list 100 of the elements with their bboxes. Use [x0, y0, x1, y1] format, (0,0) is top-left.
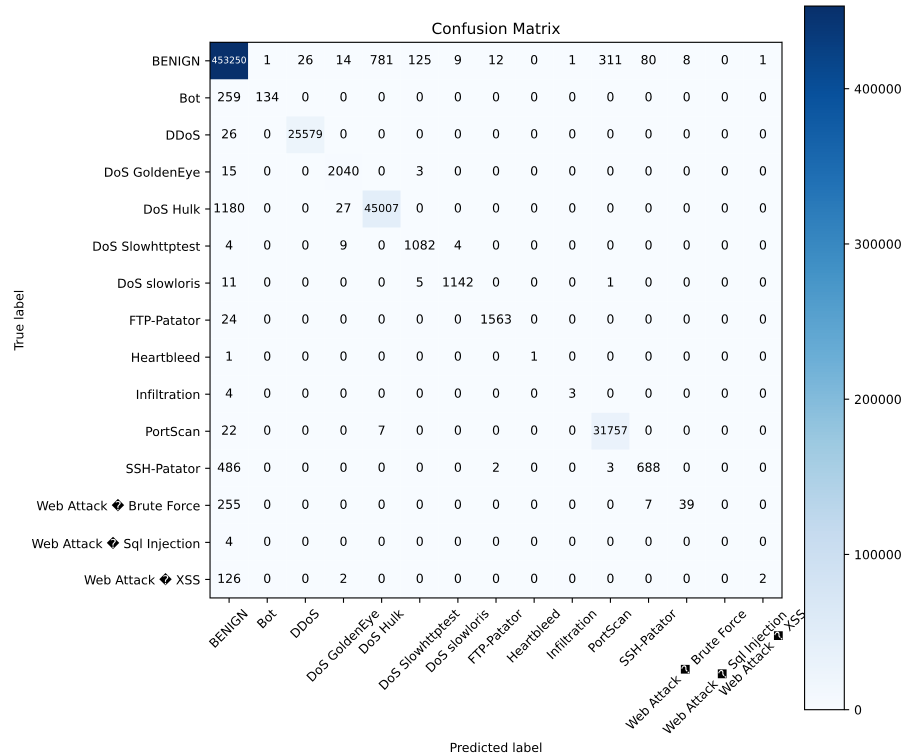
data-label: 688: [637, 462, 660, 472]
data-label: 0: [264, 277, 270, 287]
data-label: 1: [226, 352, 232, 361]
data-label: 0: [530, 203, 538, 213]
data-label: 0: [416, 574, 423, 584]
data-label: 0: [722, 574, 728, 584]
data-label: 0: [378, 92, 385, 102]
color-bar-label: 0: [854, 705, 862, 715]
y-tick-label: Infiltration: [136, 389, 200, 400]
data-label: 0: [569, 277, 576, 287]
data-label: 0: [302, 425, 309, 435]
data-label: 0: [264, 500, 270, 509]
data-label: 0: [302, 203, 309, 213]
color-bar-label: 200000: [854, 394, 901, 404]
data-label: 0: [492, 388, 500, 398]
data-label: 2: [760, 574, 766, 583]
data-label: 0: [569, 351, 576, 361]
data-label: 0: [760, 500, 766, 509]
data-label: 1: [570, 55, 576, 64]
data-label: 0: [454, 462, 462, 472]
data-label: 0: [416, 314, 423, 324]
data-label: 7: [646, 500, 652, 509]
data-label: 1: [608, 277, 614, 287]
y-tick-label: Heartbleed: [132, 352, 200, 362]
data-label: 0: [760, 425, 766, 435]
data-label: 0: [416, 203, 423, 213]
data-label: 0: [454, 536, 462, 546]
y-tick-label: DoS GoldenEye: [105, 167, 200, 180]
data-label: 0: [416, 500, 423, 509]
data-label: 1563: [481, 314, 511, 324]
data-label: 0: [722, 240, 728, 250]
data-label: 0: [454, 129, 462, 139]
data-label: 2: [492, 462, 499, 472]
data-label: 3: [569, 388, 576, 398]
data-label: 0: [760, 536, 766, 546]
data-label: 0: [302, 536, 309, 546]
data-label: 0: [492, 574, 500, 584]
y-tick-label: SSH-Patator: [126, 464, 200, 474]
data-label: 0: [340, 314, 347, 324]
data-label: 0: [722, 351, 728, 361]
x-tick-label: Bot: [256, 608, 278, 629]
data-label: 4: [226, 240, 232, 250]
data-label: 0: [569, 166, 576, 176]
data-label: 12: [489, 54, 503, 64]
data-label: 1: [264, 55, 270, 64]
data-label: 255: [218, 500, 240, 509]
data-label: 0: [607, 536, 614, 546]
data-label: 0: [416, 351, 423, 361]
data-label: 31757: [594, 426, 627, 434]
data-label: 0: [722, 277, 728, 287]
color-bar-label: 400000: [854, 84, 901, 94]
data-label: 0: [607, 92, 614, 102]
data-label: 781: [370, 54, 392, 64]
data-label: 0: [340, 462, 347, 472]
data-label: 0: [264, 351, 270, 361]
data-label: 0: [340, 129, 347, 139]
data-label: 27: [336, 203, 350, 212]
data-label: 0: [454, 388, 462, 398]
data-label: 0: [684, 129, 690, 139]
data-label: 0: [454, 351, 462, 361]
data-label: 0: [378, 351, 385, 361]
data-label: 0: [760, 240, 766, 250]
data-label: 0: [530, 425, 538, 435]
data-label: 0: [530, 388, 538, 398]
data-label: 0: [645, 203, 652, 213]
data-label: 0: [607, 388, 614, 398]
data-label: 0: [760, 92, 766, 102]
data-label: 0: [722, 462, 728, 472]
data-label: 5: [416, 277, 423, 287]
data-label: 8: [684, 54, 690, 64]
data-label: 15: [222, 166, 236, 176]
data-label: 4: [226, 536, 232, 546]
data-label: 0: [684, 166, 690, 176]
data-label: 0: [340, 536, 347, 546]
data-label: 0: [645, 314, 652, 324]
data-label: 0: [416, 425, 423, 435]
data-label: 0: [722, 425, 728, 435]
data-label: 0: [569, 240, 576, 250]
data-label: 0: [607, 129, 614, 139]
data-label: 3: [607, 462, 614, 472]
data-label: 1082: [405, 240, 434, 250]
data-label: 9: [340, 240, 347, 250]
data-label: 0: [378, 574, 385, 584]
data-label: 0: [722, 166, 728, 176]
data-label: 0: [264, 462, 270, 472]
y-tick-label: DDoS: [166, 130, 200, 140]
data-label: 0: [645, 129, 652, 139]
data-label: 0: [492, 240, 500, 250]
data-label: 4: [454, 240, 462, 250]
data-label: 0: [569, 462, 576, 472]
data-label: 1: [760, 55, 766, 64]
data-label: 0: [378, 166, 385, 176]
color-bar-label: 100000: [855, 550, 901, 560]
data-label: 0: [722, 388, 728, 398]
data-label: 0: [569, 92, 576, 102]
data-label: 4: [226, 388, 232, 398]
data-label: 11: [222, 277, 236, 287]
data-label: 0: [378, 240, 385, 250]
data-label: 134: [256, 92, 278, 102]
data-label: 0: [607, 314, 614, 324]
